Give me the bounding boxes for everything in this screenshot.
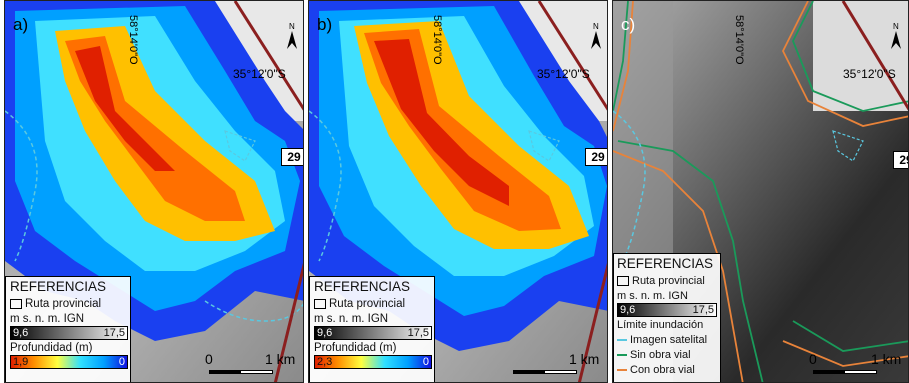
scale-bar-graphic — [813, 370, 877, 374]
route-label: Ruta provincial — [329, 297, 406, 310]
longitude-label: 58°14'0"O — [431, 15, 443, 65]
limit-label: Imagen satelital — [630, 333, 708, 346]
elevation-ramp: 9,6 17,5 — [10, 326, 128, 340]
scale-one: 1 km — [569, 351, 600, 367]
legend-c: REFERENCIAS Ruta provincial m s. n. m. I… — [613, 253, 721, 382]
route-label: Ruta provincial — [25, 297, 102, 310]
legend-a: REFERENCIAS Ruta provincial m s. n. m. I… — [5, 276, 131, 382]
legend-route-row: Ruta provincial — [314, 296, 430, 311]
limit-row-con-obra: Con obra vial — [617, 362, 717, 377]
scale-bar-graphic — [209, 370, 273, 374]
panel-label: a) — [13, 15, 29, 34]
legend-b: REFERENCIAS Ruta provincial m s. n. m. I… — [309, 276, 435, 382]
legend-title: REFERENCIAS — [314, 279, 411, 294]
elev-max: 17,5 — [407, 327, 429, 339]
route-icon — [10, 298, 22, 309]
panel-label: b) — [317, 15, 333, 34]
orange-line-icon — [617, 368, 627, 371]
longitude-label: 58°14'0"O — [127, 15, 139, 65]
legend-title: REFERENCIAS — [10, 279, 107, 294]
latitude-label: 35°12'0"S — [843, 67, 896, 81]
depth-ramp: 1,9 0 — [10, 355, 128, 369]
scale-bar-b: 1 km — [509, 351, 607, 381]
scale-zero: 0 — [809, 351, 817, 367]
svg-text:N: N — [593, 22, 599, 31]
route-29-shield: 29 — [281, 148, 303, 166]
scale-one: 1 km — [871, 351, 902, 367]
depth-max: 1,9 — [13, 356, 29, 368]
depth-ramp: 2,3 0 — [314, 355, 432, 369]
scale-bar-graphic — [513, 370, 577, 374]
map-panel-b: b) 58°14'0"O 35°12'0"S 29 N REFERENCIAS … — [308, 0, 608, 383]
legend-title: REFERENCIAS — [617, 256, 714, 271]
elev-max: 17,5 — [692, 304, 714, 316]
depth-label: Profundidad (m) — [314, 341, 397, 354]
elev-label: m s. n. m. IGN — [314, 312, 389, 325]
latitude-label: 35°12'0"S — [233, 67, 286, 81]
limit-label: Con obra vial — [630, 363, 695, 376]
elev-label: m s. n. m. IGN — [10, 312, 85, 325]
elev-max: 17,5 — [103, 327, 125, 339]
legend-route-row: Ruta provincial — [617, 273, 717, 288]
north-arrow-icon: N — [287, 22, 297, 49]
elevation-ramp: 9,6 17,5 — [314, 326, 432, 340]
depth-label: Profundidad (m) — [10, 341, 93, 354]
depth-max: 2,3 — [317, 356, 333, 368]
north-arrow-icon: N — [891, 22, 901, 49]
route-29-shield: 29 — [893, 151, 908, 169]
longitude-label: 58°14'0"O — [733, 15, 745, 65]
elev-label: m s. n. m. IGN — [617, 289, 688, 302]
route-icon — [617, 275, 629, 286]
route-icon — [314, 298, 326, 309]
elev-min: 9,6 — [317, 327, 333, 339]
dashed-line-icon — [617, 338, 627, 341]
limit-row-satellite: Imagen satelital — [617, 332, 717, 347]
green-line-icon — [617, 353, 627, 356]
svg-text:N: N — [893, 22, 899, 31]
route-label: Ruta provincial — [632, 274, 705, 287]
route-29-shield: 29 — [585, 148, 607, 166]
elev-min: 9,6 — [620, 304, 636, 316]
scale-bar-c: 0 1 km — [809, 351, 908, 381]
limit-title: Límite inundación — [617, 318, 704, 331]
limit-label: Sin obra vial — [630, 348, 691, 361]
north-arrow-icon: N — [591, 22, 601, 49]
limit-row-sin-obra: Sin obra vial — [617, 347, 717, 362]
scale-zero: 0 — [205, 351, 213, 367]
scale-bar-a: 0 1 km — [205, 351, 303, 381]
svg-text:N: N — [289, 22, 295, 31]
map-panel-c: c) 58°14'0"O 35°12'0"S 29 N REFERENCIAS … — [612, 0, 909, 383]
map-panel-a: a) 58°14'0"O 35°12'0"S 29 N REFERENCIAS … — [4, 0, 304, 383]
legend-route-row: Ruta provincial — [10, 296, 126, 311]
elev-min: 9,6 — [13, 327, 29, 339]
latitude-label: 35°12'0"S — [537, 67, 590, 81]
scale-one: 1 km — [265, 351, 296, 367]
depth-min: 0 — [118, 356, 125, 368]
depth-min: 0 — [422, 356, 429, 368]
map-canvas-a — [5, 1, 303, 382]
panel-label: c) — [621, 15, 636, 34]
elevation-ramp: 9,6 17,5 — [617, 303, 717, 317]
